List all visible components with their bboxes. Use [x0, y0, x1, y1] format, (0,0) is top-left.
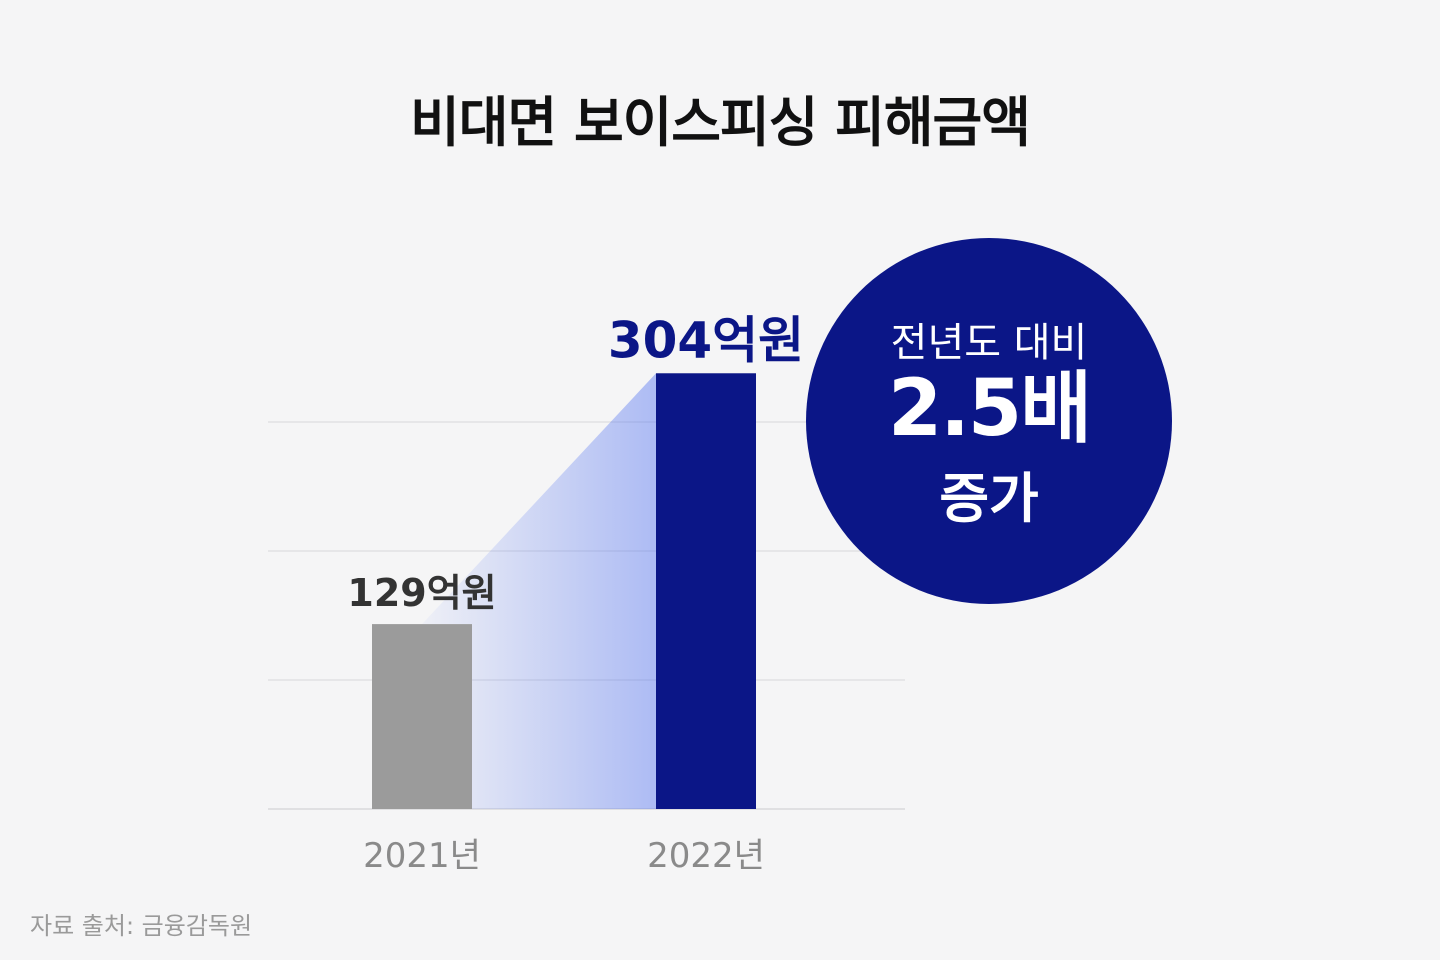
- bars: [372, 373, 756, 809]
- bar-2021년: [372, 624, 472, 809]
- badge-increase-text: 증가: [939, 466, 1039, 530]
- chart-title: 비대면 보이스피싱 피해금액: [410, 91, 1031, 154]
- bar-2022년: [656, 373, 756, 809]
- data-label-2022년: 304억원: [608, 311, 804, 369]
- x-tick-label-2021년: 2021년: [363, 836, 481, 876]
- growth-gradient-band: [422, 373, 656, 809]
- increase-badge: 전년도 대비 2.5배 증가: [806, 238, 1172, 604]
- source-note: 자료 출처: 금융감독원: [30, 912, 253, 940]
- badge-multiplier: 2.5배: [888, 363, 1092, 454]
- badge-comparison-text: 전년도 대비: [890, 319, 1088, 366]
- data-label-2021년: 129억원: [347, 571, 496, 615]
- x-tick-label-2022년: 2022년: [647, 836, 765, 876]
- labels: 129억원 2021년 304억원 2022년: [347, 311, 804, 876]
